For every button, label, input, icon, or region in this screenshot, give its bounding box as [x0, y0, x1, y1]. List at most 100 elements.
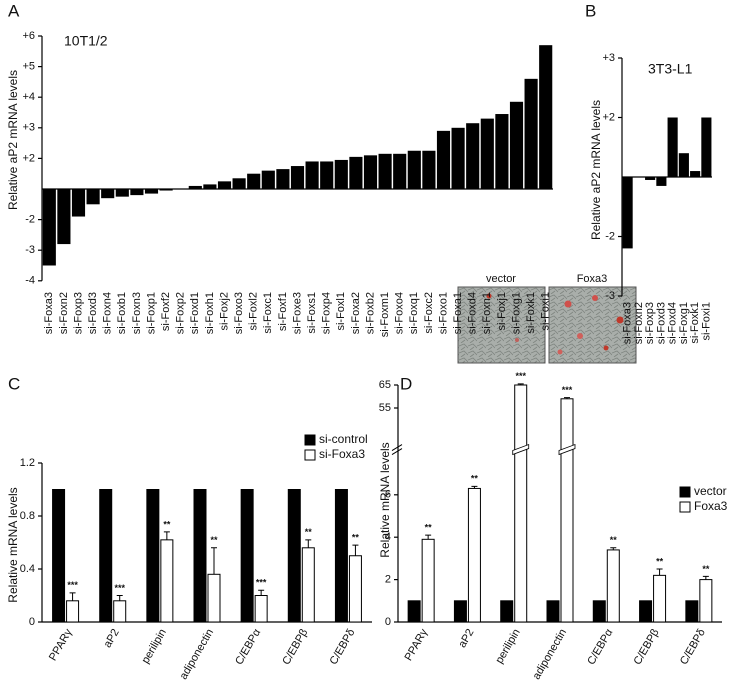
x-tick-label: si-Foxo1 — [437, 292, 449, 334]
x-tick-label: aP2 — [456, 627, 476, 650]
x-tick-label: si-Foxn1 — [481, 292, 493, 334]
bar — [495, 114, 509, 189]
bar — [407, 150, 421, 189]
y-tick-label: -2 — [25, 214, 35, 226]
panel-letter: D — [400, 374, 412, 393]
significance: ** — [656, 556, 664, 566]
error-bar — [471, 485, 478, 489]
x-tick-label: si-Foxp1 — [145, 292, 157, 334]
bar — [305, 161, 319, 189]
error-bar — [425, 534, 432, 540]
y-tick-label: +3 — [602, 52, 615, 64]
bar — [500, 600, 514, 623]
axis-break — [391, 444, 403, 455]
x-tick-label: si-Foxd4 — [667, 302, 679, 344]
y-tick-label: 65 — [379, 379, 391, 391]
panel-letter: B — [585, 1, 596, 20]
x-tick-label: C/EBPα — [585, 626, 615, 667]
bar — [422, 150, 436, 189]
y-tick-label: +5 — [22, 61, 35, 73]
error-bar — [517, 383, 524, 385]
y-tick-label: +3 — [22, 122, 35, 134]
bar — [690, 171, 701, 177]
y-tick-label: +6 — [22, 30, 35, 42]
x-tick-label: si-Foxa3 — [43, 292, 55, 334]
error-bar — [656, 568, 663, 576]
y-tick-label: +4 — [22, 91, 35, 103]
y-axis-label: Relative mRNA levels — [6, 487, 20, 602]
y-tick-label: 1.2 — [20, 457, 35, 469]
bar — [466, 123, 480, 189]
legend-label: si-Foxa3 — [319, 447, 365, 461]
bar — [66, 600, 80, 623]
bar — [101, 189, 115, 199]
x-tick-label: si-Foxn4 — [102, 292, 114, 334]
error-bar — [305, 539, 312, 548]
bar — [113, 600, 127, 623]
x-tick-label: si-Foxi1 — [540, 292, 552, 331]
x-tick-label: si-Foxg1 — [678, 302, 690, 344]
bar — [232, 178, 246, 189]
y-tick-label: -4 — [25, 275, 35, 287]
image-label: Foxa3 — [577, 273, 608, 285]
x-tick-label: aP2 — [102, 627, 122, 650]
bar — [509, 101, 524, 189]
bar — [159, 189, 173, 191]
significance: *** — [114, 583, 125, 593]
significance: *** — [67, 580, 78, 590]
significance: ** — [471, 474, 479, 484]
bar — [653, 574, 667, 623]
chart-title: 10T1/2 — [64, 33, 108, 49]
bar — [115, 189, 129, 197]
y-tick-label: +2 — [22, 152, 35, 164]
x-tick-label: perilipin — [493, 627, 522, 666]
x-tick-label: si-Foxa3 — [622, 302, 634, 344]
legend-label: si-control — [319, 432, 368, 446]
bar — [378, 153, 392, 189]
x-tick-label: si-Foxb1 — [116, 292, 128, 334]
x-tick-label: si-Foxn3 — [131, 292, 143, 334]
x-tick-label: si-Foxl2 — [248, 292, 260, 331]
bar — [645, 177, 656, 180]
bar — [193, 489, 207, 623]
bar — [639, 600, 653, 623]
error-bar — [211, 547, 217, 575]
bar — [207, 573, 221, 623]
bar — [320, 161, 334, 189]
y-tick-label: 0.4 — [20, 563, 35, 575]
x-tick-label: C/EBPδ — [328, 627, 358, 667]
legend-swatch — [679, 501, 691, 513]
x-tick-label: si-Foxd1 — [189, 292, 201, 334]
legend-swatch — [304, 449, 316, 461]
bar — [667, 117, 678, 177]
significance: *** — [562, 385, 573, 395]
x-tick-label: si-Foxp3 — [644, 302, 656, 344]
x-tick-label: si-Foxg1 — [510, 292, 522, 334]
x-tick-label: si-Foxj2 — [218, 292, 230, 331]
x-tick-label: si-Foxo3 — [233, 292, 245, 334]
bar — [287, 489, 301, 623]
photo-foxa3 — [548, 286, 637, 364]
y-tick-label: 0.8 — [20, 510, 35, 522]
bar — [524, 78, 538, 189]
y-axis-label: Relative aP2 mRNA levels — [6, 70, 20, 210]
y-tick-label: +2 — [602, 111, 615, 123]
x-tick-label: PPARγ — [403, 627, 431, 663]
x-tick-label: si-Foxm1 — [379, 292, 391, 337]
error-bar — [352, 544, 359, 556]
x-tick-label: PPARγ — [47, 627, 75, 663]
legend-label: vector — [694, 484, 727, 498]
bar — [436, 130, 451, 189]
bar — [146, 489, 160, 623]
bar — [546, 600, 560, 623]
x-tick-label: si-Foxa2 — [350, 292, 362, 334]
x-tick-label: C/EBPα — [233, 626, 263, 667]
significance: ** — [163, 519, 171, 529]
panel-letter: A — [8, 1, 20, 20]
bar — [217, 181, 232, 189]
bar — [160, 539, 174, 623]
x-tick-label: si-Foxq1 — [408, 292, 420, 334]
x-tick-label: si-Foxe3 — [291, 292, 303, 334]
x-tick-label: adiponectin — [531, 627, 570, 682]
